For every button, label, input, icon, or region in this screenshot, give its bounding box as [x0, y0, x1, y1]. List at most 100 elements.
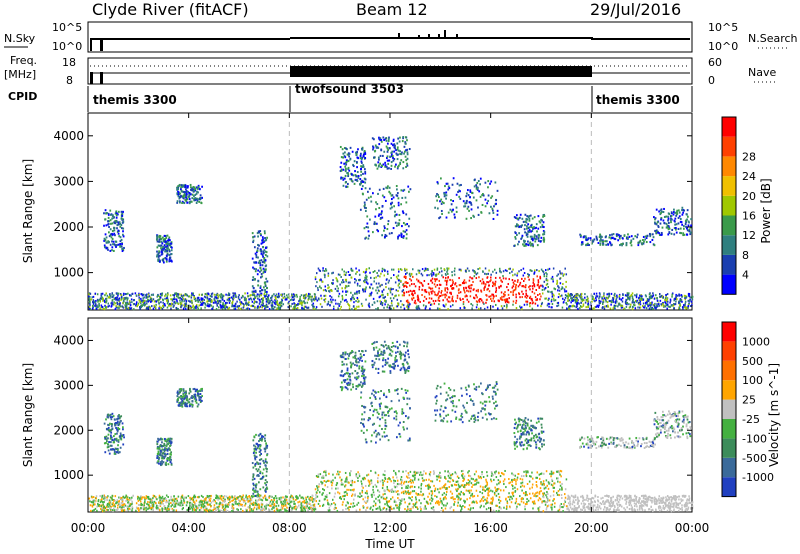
echo-cell [184, 304, 186, 307]
echo-cell [480, 307, 482, 310]
echo-cell [465, 286, 467, 289]
echo-cell [153, 305, 156, 308]
echo-cell [100, 306, 103, 309]
echo-cell [417, 279, 420, 282]
freq-switching-band [290, 66, 592, 77]
echo-cell [533, 237, 535, 240]
echo-cell [659, 299, 662, 302]
echo-cell [540, 305, 542, 308]
echo-cell [266, 280, 269, 283]
echo-cell [521, 234, 524, 237]
echo-cell [442, 299, 444, 302]
echo-cell [272, 300, 274, 303]
echo-cell [219, 304, 222, 307]
echo-cell [652, 294, 655, 297]
echo-cell [610, 244, 613, 247]
echo-cell [395, 410, 397, 413]
echo-cell [604, 236, 607, 239]
echo-cell [669, 219, 672, 222]
echo-cell [538, 285, 540, 288]
echo-cell [629, 296, 631, 299]
echo-cell [341, 363, 344, 366]
echo-cell [105, 236, 108, 239]
echo-cell [442, 410, 445, 413]
echo-cell [349, 158, 352, 161]
echo-cell [164, 455, 167, 458]
echo-cell [294, 307, 297, 310]
echo-cell [372, 192, 374, 195]
echo-cell [383, 306, 385, 309]
echo-cell [591, 242, 593, 245]
echo-cell [346, 153, 349, 156]
echo-cell [360, 168, 362, 171]
echo-cell [91, 296, 93, 299]
echo-cell [119, 236, 122, 239]
echo-cell [495, 287, 498, 290]
echo-cell [380, 138, 383, 141]
echo-cell [109, 414, 111, 417]
echo-cell [118, 417, 121, 420]
echo-cell [461, 416, 464, 419]
echo-cell [442, 420, 445, 423]
echo-cell [381, 413, 384, 416]
echo-cell [537, 281, 540, 284]
echo-cell [163, 442, 166, 445]
echo-cell [472, 403, 475, 406]
echo-cell [382, 136, 385, 139]
echo-cell [406, 162, 408, 165]
echo-cell [340, 156, 343, 159]
echo-cell [409, 275, 412, 278]
echo-cell [94, 304, 96, 307]
echo-cell [547, 299, 550, 302]
echo-cell [648, 298, 650, 301]
echo-cell [266, 454, 268, 457]
echo-cell [424, 307, 427, 310]
echo-cell [533, 272, 536, 275]
echo-cell [137, 302, 140, 305]
echo-cell [460, 412, 463, 415]
echo-cell [452, 299, 454, 302]
echo-cell [370, 401, 373, 404]
echo-cell [221, 307, 224, 310]
echo-cell [666, 224, 669, 227]
echo-cell [598, 297, 600, 300]
echo-cell [365, 198, 368, 201]
echo-cell [257, 445, 260, 448]
echo-cell [368, 302, 370, 305]
echo-cell [187, 195, 190, 198]
echo-cell [263, 437, 266, 440]
echo-cell [364, 376, 367, 379]
echo-cell [313, 307, 315, 310]
echo-cell [667, 226, 669, 229]
echo-cell [249, 294, 251, 297]
echo-cell [156, 240, 159, 243]
echo-cell [118, 235, 121, 238]
echo-cell [106, 212, 108, 215]
echo-cell [487, 180, 490, 183]
echo-cell [585, 306, 587, 309]
echo-cell [355, 153, 358, 156]
echo-cell [200, 307, 202, 310]
echo-cell [508, 278, 511, 281]
echo-cell [360, 170, 363, 173]
echo-cell [365, 281, 368, 284]
echo-cell [543, 275, 546, 278]
echo-cell [258, 261, 261, 264]
echo-cell [481, 392, 483, 395]
echo-cell [146, 306, 148, 309]
echo-cell [430, 303, 433, 306]
echo-cell [537, 227, 540, 230]
echo-cell [520, 224, 523, 228]
echo-cell [592, 307, 595, 310]
echo-cell [363, 425, 365, 428]
echo-cell [568, 305, 570, 308]
echo-cell [665, 304, 667, 307]
echo-cell [163, 247, 165, 250]
echo-cell [401, 294, 404, 297]
echo-cell [527, 244, 530, 247]
echo-cell [658, 232, 661, 235]
echo-cell [539, 221, 542, 224]
echo-cell [655, 231, 658, 234]
echo-cell [501, 307, 504, 310]
echo-cell [388, 186, 391, 189]
